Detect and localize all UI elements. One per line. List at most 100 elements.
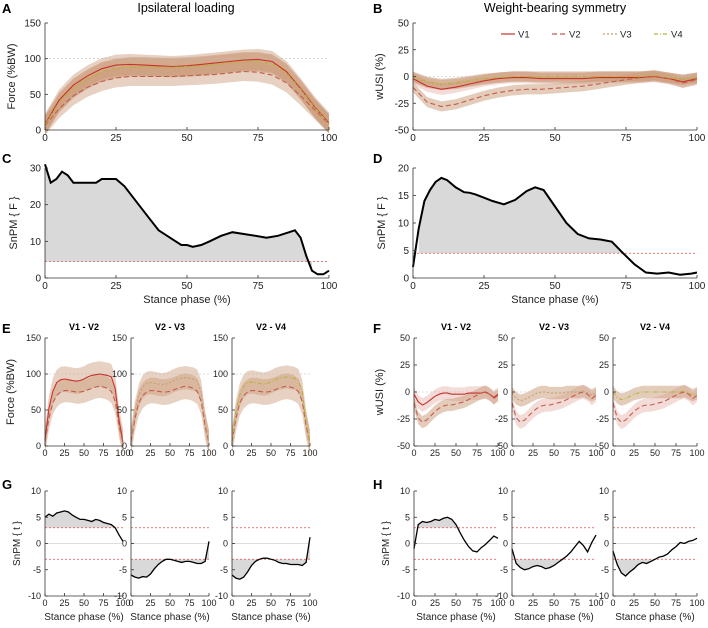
y-tick-label: -10 (114, 591, 127, 601)
x-tick-label: 75 (472, 448, 482, 458)
snpm-curve (44, 164, 330, 276)
y-axis-label: SnPM { t } (381, 520, 392, 566)
series-line-v4 (612, 390, 698, 401)
x-tick-label: 0 (410, 281, 416, 292)
y-tick-label: -25 (596, 414, 609, 424)
x-axis-label: Stance phase (%) (231, 612, 311, 623)
x-axis-label: Stance phase (%) (615, 612, 695, 623)
y-tick-label: 25 (599, 360, 609, 370)
y-tick-label: 150 (26, 333, 41, 343)
x-tick-label: 50 (79, 448, 89, 458)
x-tick-label: 0 (229, 448, 234, 458)
band-v3 (45, 52, 329, 135)
panel-label-c: C (2, 151, 12, 166)
x-tick-label: 75 (98, 448, 108, 458)
x-tick-label: 75 (184, 448, 194, 458)
legend-label-v3: V3 (620, 30, 632, 41)
x-axis-label: Stance phase (%) (514, 612, 594, 623)
x-axis-label: Stance phase (%) (44, 612, 124, 623)
y-tick-label: 10 (498, 486, 508, 496)
legend: V1 V2 V3 V4 (501, 30, 683, 41)
y-tick-label: 15 (398, 191, 410, 202)
x-tick-label: 100 (321, 281, 338, 292)
x-tick-label: 75 (252, 281, 264, 292)
x-tick-label: 100 (490, 598, 505, 608)
x-tick-label: 50 (650, 448, 660, 458)
x-tick-label: 0 (42, 598, 47, 608)
x-tick-label: 50 (181, 281, 193, 292)
chart-E-2: 0 25 50 75 100 0 50 100 150 V2 - V4 (213, 322, 318, 458)
y-tick-label: 10 (30, 237, 42, 248)
supra-threshold-area (45, 510, 116, 528)
x-tick-label: 50 (549, 133, 561, 144)
band-v2 (45, 374, 123, 455)
y-tick-label: -5 (119, 565, 127, 575)
y-tick-label: 5 (223, 512, 228, 522)
y-tick-label: 5 (403, 246, 409, 257)
legend-label-v2: V2 (569, 30, 581, 41)
y-tick-label: 10 (31, 486, 41, 496)
y-tick-label: 150 (213, 333, 228, 343)
panel-label-e: E (2, 321, 11, 336)
x-tick-label: 25 (430, 448, 440, 458)
x-tick-label: 50 (451, 448, 461, 458)
x-tick-label: 50 (451, 598, 461, 608)
series-line-v3 (44, 61, 330, 126)
x-tick-label: 25 (246, 448, 256, 458)
y-tick-label: 10 (400, 486, 410, 496)
x-tick-label: 100 (302, 598, 317, 608)
snpm-curve (412, 176, 698, 276)
x-tick-label: 0 (610, 448, 615, 458)
band-v4 (45, 52, 329, 135)
y-tick-label: 0 (36, 539, 41, 549)
legend-label-v4: V4 (671, 30, 683, 41)
band-v2 (414, 385, 498, 429)
y-tick-label: 5 (604, 512, 609, 522)
x-tick-label: 50 (266, 598, 276, 608)
y-tick-label: 0 (35, 126, 41, 137)
x-tick-label: 0 (42, 448, 47, 458)
y-tick-label: 5 (36, 512, 41, 522)
x-tick-label: 100 (689, 598, 704, 608)
chart-D: 0 25 50 75 100 0 5 10 15 20 SnPM { F } Stance phase… (376, 164, 706, 307)
x-axis-label: Stance phase (%) (143, 294, 230, 306)
y-tick-label: -5 (601, 565, 609, 575)
chart-H-1: 0 25 50 75 100 -10 -5 0 5 10 Stance phase (%) (495, 486, 604, 623)
x-tick-label: 25 (246, 598, 256, 608)
y-tick-label: 150 (24, 19, 41, 30)
y-tick-label: 5 (405, 512, 410, 522)
title-ipsilateral: Ipsilateral loading (137, 1, 234, 15)
supra-threshold-area (418, 517, 461, 533)
x-tick-label: 0 (42, 281, 48, 292)
x-tick-label: 25 (110, 281, 122, 292)
subplot-title: V2 - V4 (256, 322, 286, 332)
y-axis-label: Force (%BW) (5, 359, 17, 425)
panel-label-b: B (373, 1, 382, 16)
x-tick-label: 0 (410, 133, 416, 144)
x-tick-label: 25 (528, 598, 538, 608)
series-line-v1 (44, 373, 124, 443)
subplot-title: V2 - V3 (539, 322, 569, 332)
series-line-v1 (44, 58, 330, 125)
snpm-curve (44, 510, 124, 542)
chart-A: 0 25 50 75 100 0 50 100 150 Force (%BW) (6, 19, 338, 145)
band-v4 (613, 384, 697, 406)
x-tick-label: 25 (629, 448, 639, 458)
snpm-curve (413, 516, 499, 553)
band-v1 (45, 48, 329, 135)
y-tick-label: 0 (35, 274, 41, 285)
y-tick-label: 10 (599, 486, 609, 496)
y-tick-label: 50 (400, 333, 410, 343)
y-tick-label: -25 (495, 414, 508, 424)
x-tick-label: 0 (128, 448, 133, 458)
y-tick-label: 0 (223, 441, 228, 451)
x-tick-label: 50 (165, 598, 175, 608)
x-tick-label: 75 (620, 281, 632, 292)
band-v2 (232, 373, 310, 456)
y-tick-label: 50 (599, 333, 609, 343)
x-tick-label: 25 (629, 598, 639, 608)
